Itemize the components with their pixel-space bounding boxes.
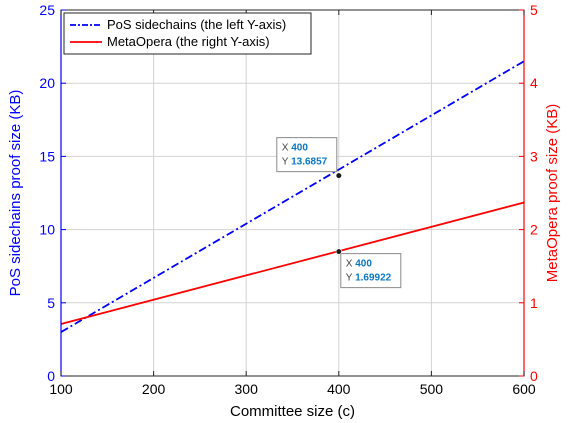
legend-label-pos-sidechains: PoS sidechains (the left Y-axis): [107, 17, 286, 32]
left-y-tick-label: 5: [47, 295, 55, 311]
right-y-tick-label: 0: [530, 368, 538, 384]
series-layer: [60, 60, 525, 333]
right-y-tick-label: 1: [530, 295, 538, 311]
datatip-y-label: Y 13.6857: [282, 157, 328, 168]
right-y-axis-title: MetaOpera proof size (KB): [544, 104, 561, 282]
left-y-tick-label: 0: [47, 368, 55, 384]
right-y-tick-label: 5: [530, 2, 538, 18]
left-y-axis-title: PoS sidechains proof size (KB): [7, 90, 24, 297]
datatip-box: [340, 253, 402, 289]
datatip-layer: X 400 Y 13.6857 X 400 Y 1.69922: [276, 137, 402, 289]
x-tick-label: 300: [235, 381, 259, 397]
x-tick-label: 400: [327, 381, 351, 397]
datatip-x-value: 400: [291, 143, 308, 154]
datatip-y-value: 1.69922: [355, 273, 392, 284]
x-tick-label: 500: [420, 381, 444, 397]
datatip-x-value: 400: [355, 259, 372, 270]
left-y-tick-label: 20: [39, 75, 55, 91]
series-line-metaopera: [60, 201, 525, 325]
datatip-x-label: X 400: [346, 259, 373, 270]
grid-lines: [61, 10, 524, 376]
datatip-y-label: Y 1.69922: [346, 273, 392, 284]
x-tick-label: 200: [142, 381, 166, 397]
right-y-tick-label: 4: [530, 75, 538, 91]
right-y-tick-label: 3: [530, 148, 538, 164]
left-y-tick-label: 10: [39, 222, 55, 238]
datatip-marker: [335, 172, 342, 179]
datatip-y-value: 13.6857: [291, 157, 328, 168]
left-y-tick-label: 25: [39, 2, 55, 18]
x-tick-label: 100: [49, 381, 73, 397]
x-tick-label: 600: [512, 381, 536, 397]
right-y-tick-label: 2: [530, 222, 538, 238]
datatip-box: [276, 137, 338, 173]
series-line-pos-sidechains: [60, 60, 525, 333]
plot-frame: [60, 9, 525, 377]
legend: PoS sidechains (the left Y-axis) MetaOpe…: [63, 12, 312, 55]
datatip-x-label: X 400: [282, 143, 309, 154]
x-axis-title: Committee size (c): [230, 403, 355, 420]
legend-label-metaopera: MetaOpera (the right Y-axis): [107, 34, 270, 49]
datatip-marker: [335, 248, 342, 255]
left-y-tick-label: 15: [39, 148, 55, 164]
legend-box: [63, 12, 312, 55]
